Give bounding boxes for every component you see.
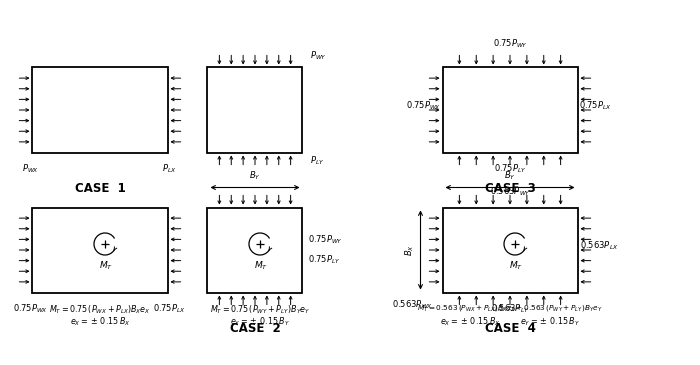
Text: $0.563 P_{WX}$: $0.563 P_{WX}$ — [392, 299, 433, 311]
Text: $0.75P_{LX}$: $0.75P_{LX}$ — [153, 303, 186, 315]
Text: $B_Y$: $B_Y$ — [504, 169, 516, 181]
Text: CASE  1: CASE 1 — [75, 182, 125, 196]
Text: $0.563 P_{LY}$: $0.563 P_{LY}$ — [491, 303, 529, 315]
Text: $P_{WY}$: $P_{WY}$ — [311, 49, 328, 62]
Text: $0.75 P_{WY}$: $0.75 P_{WY}$ — [493, 37, 527, 50]
Text: $B_Y$: $B_Y$ — [249, 169, 261, 181]
Text: CASE  3: CASE 3 — [484, 182, 536, 196]
Text: $0.75P_{LY}$: $0.75P_{LY}$ — [309, 254, 341, 266]
Text: $M_T = 0.75\,(P_{WX}+P_{LX})B_X e_X$: $M_T = 0.75\,(P_{WX}+P_{LX})B_X e_X$ — [49, 303, 151, 315]
Bar — [207, 68, 302, 153]
Text: $e_X = \pm\,0.15\,B_X$: $e_X = \pm\,0.15\,B_X$ — [440, 316, 500, 328]
Text: $P_{LY}$: $P_{LY}$ — [311, 154, 325, 167]
Text: $e_X = \pm\,0.15\,B_X$: $e_X = \pm\,0.15\,B_X$ — [70, 316, 130, 328]
Bar — [32, 207, 167, 292]
Text: $0.75 P_{LX}$: $0.75 P_{LX}$ — [580, 100, 612, 112]
Text: $0.75 P_{LY}$: $0.75 P_{LY}$ — [494, 162, 526, 175]
Text: $M_T$: $M_T$ — [99, 259, 113, 272]
Text: $M_T = 0.563\,(P_{WX}+P_{LX})B_X e_X + 0.563\,(P_{WY}+P_{LY})B_Y e_Y$: $M_T = 0.563\,(P_{WX}+P_{LX})B_X e_X + 0… — [417, 303, 603, 313]
Text: $P_{WX}$: $P_{WX}$ — [22, 162, 39, 175]
Text: $0.75 P_{WX}$: $0.75 P_{WX}$ — [405, 100, 440, 112]
Text: $M_T$: $M_T$ — [509, 259, 523, 272]
Text: $P_{LX}$: $P_{LX}$ — [162, 162, 176, 175]
Text: $e_Y = \pm\,0.15\,B_Y$: $e_Y = \pm\,0.15\,B_Y$ — [520, 316, 580, 328]
Text: $0.75P_{WX}$: $0.75P_{WX}$ — [13, 303, 48, 315]
Text: $e_Y = \pm\,0.15\,B_Y$: $e_Y = \pm\,0.15\,B_Y$ — [230, 316, 290, 328]
Bar — [442, 68, 578, 153]
Text: $B_X$: $B_X$ — [403, 244, 416, 256]
Text: $M_T$: $M_T$ — [254, 259, 268, 272]
Text: CASE  2: CASE 2 — [230, 323, 281, 335]
Text: CASE  4: CASE 4 — [484, 323, 536, 335]
Text: $0.563 P_{LX}$: $0.563 P_{LX}$ — [580, 240, 619, 252]
Text: $0.75P_{WY}$: $0.75P_{WY}$ — [309, 234, 343, 246]
Bar — [442, 207, 578, 292]
Bar — [32, 68, 167, 153]
Text: $0.563 P_{WY}$: $0.563 P_{WY}$ — [489, 185, 531, 197]
Text: $M_T = 0.75\,(P_{WY}+P_{LY})B_Y e_Y$: $M_T = 0.75\,(P_{WY}+P_{LY})B_Y e_Y$ — [210, 303, 310, 315]
Bar — [207, 207, 302, 292]
